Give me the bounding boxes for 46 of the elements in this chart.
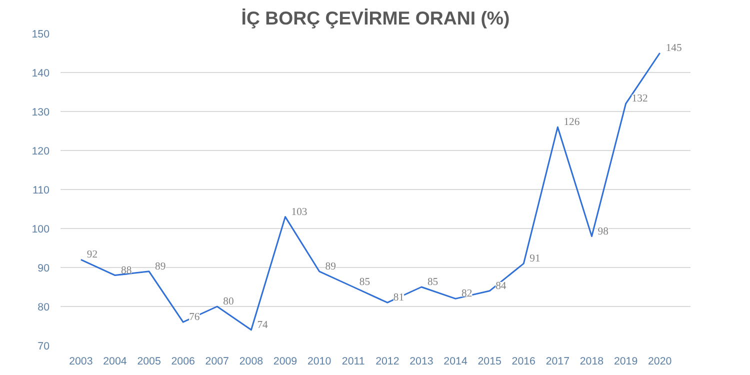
y-tick-label: 80 xyxy=(38,302,50,314)
y-tick-label: 70 xyxy=(38,340,50,352)
x-tick-label: 2007 xyxy=(205,356,230,368)
x-tick-label: 2006 xyxy=(171,356,196,368)
data-label: 89 xyxy=(155,261,166,272)
x-tick-label: 2016 xyxy=(512,356,536,368)
data-label: 74 xyxy=(257,320,269,331)
y-tick-label: 130 xyxy=(32,106,50,118)
x-tick-label: 2005 xyxy=(137,356,161,368)
data-label: 92 xyxy=(86,250,98,261)
data-label: 89 xyxy=(325,261,336,272)
x-tick-label: 2013 xyxy=(410,356,434,368)
line-series xyxy=(80,52,661,331)
y-tick-label: 110 xyxy=(32,184,50,196)
chart-title: İÇ BORÇ ÇEVİRME ORANI (%) xyxy=(241,8,510,28)
x-tick-label: 2017 xyxy=(546,356,570,368)
y-tick-label: 150 xyxy=(32,28,50,40)
x-tick-label: 2019 xyxy=(614,356,638,368)
data-label: 82 xyxy=(462,288,472,300)
x-tick-label: 2018 xyxy=(580,356,604,368)
data-label: 80 xyxy=(223,296,234,308)
data-label: 98 xyxy=(598,226,608,238)
x-tick-label: 2004 xyxy=(103,356,127,368)
y-tick-label: 100 xyxy=(32,224,50,236)
y-tick-label: 90 xyxy=(38,262,50,274)
x-tick-label: 2010 xyxy=(307,356,332,368)
x-tick-label: 2015 xyxy=(478,356,502,368)
y-tick-label: 120 xyxy=(32,146,50,158)
data-label: 126 xyxy=(564,117,580,128)
data-label: 145 xyxy=(666,43,682,54)
x-tick-label: 2011 xyxy=(342,356,365,368)
data-label: 84 xyxy=(496,280,507,292)
y-tick-label: 140 xyxy=(32,68,50,80)
data-label: 132 xyxy=(632,94,648,105)
x-tick-label: 2008 xyxy=(239,356,264,368)
x-tick-label: 2020 xyxy=(648,356,672,368)
data-label: 81 xyxy=(393,292,404,304)
x-tick-label: 2012 xyxy=(376,356,400,368)
data-label: 85 xyxy=(427,277,438,288)
data-label: 85 xyxy=(359,277,370,288)
data-label: 103 xyxy=(291,206,308,218)
data-label: 91 xyxy=(530,254,540,265)
x-tick-label: 2009 xyxy=(273,356,298,368)
data-label: 76 xyxy=(189,312,200,324)
x-tick-label: 2014 xyxy=(444,356,468,368)
x-tick-label: 2003 xyxy=(69,356,93,368)
